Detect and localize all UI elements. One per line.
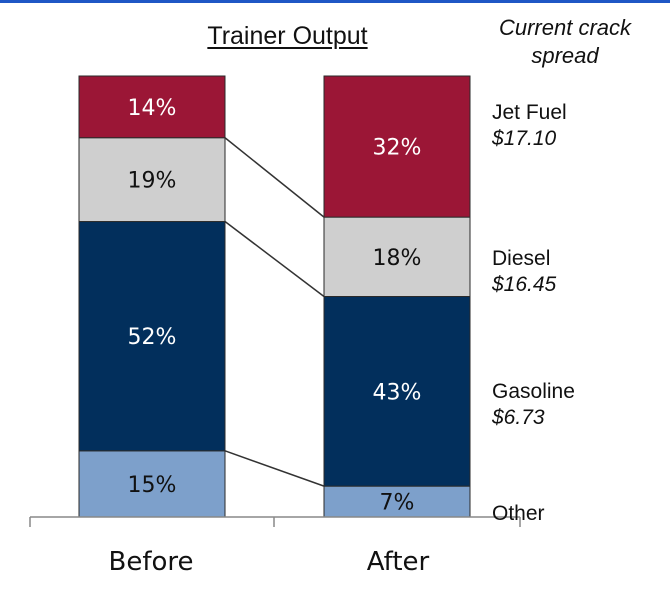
bar-segment-gasoline-after: [323, 296, 471, 487]
category-label-before: Before: [108, 547, 194, 577]
data-label-diesel-after: 18%: [373, 246, 422, 271]
data-label-diesel-before: 19%: [128, 169, 177, 194]
legend-other-name: Other: [492, 502, 545, 525]
connector-line-1: [224, 220, 325, 298]
legend-jet-fuel: Jet Fuel $17.10: [492, 100, 567, 152]
bar-segment-diesel-after: [323, 216, 471, 297]
legend-jet-fuel-spread: $17.10: [492, 127, 557, 150]
data-label-gasoline-after: 43%: [373, 380, 422, 405]
category-label-after: After: [366, 547, 430, 577]
legend-diesel: Diesel $16.45: [492, 246, 556, 298]
legend-diesel-spread: $16.45: [492, 273, 557, 296]
connector-line-0: [224, 450, 325, 487]
legend-diesel-name: Diesel: [492, 247, 551, 270]
connector-line-2: [224, 137, 325, 218]
legend-gasoline-spread: $6.73: [492, 406, 545, 429]
legend-other: Other: [492, 501, 545, 527]
crack-spread-header: Current crack spread: [498, 15, 632, 68]
top-accent-line: [0, 0, 670, 3]
legend-gasoline: Gasoline $6.73: [492, 379, 575, 431]
data-label-other-before: 15%: [128, 473, 177, 498]
bar-segment-jet-fuel-before: [78, 75, 226, 139]
data-label-jet-fuel-before: 14%: [128, 96, 177, 121]
bar-segment-gasoline-before: [78, 221, 226, 452]
bar-segment-jet-fuel-after: [323, 75, 471, 218]
legend-gasoline-name: Gasoline: [492, 380, 575, 403]
data-label-gasoline-before: 52%: [128, 325, 177, 350]
data-label-jet-fuel-after: 32%: [373, 136, 422, 161]
data-label-other-after: 7%: [380, 491, 415, 516]
chart-title: Trainer Output: [207, 22, 368, 50]
legend-jet-fuel-name: Jet Fuel: [492, 101, 567, 124]
